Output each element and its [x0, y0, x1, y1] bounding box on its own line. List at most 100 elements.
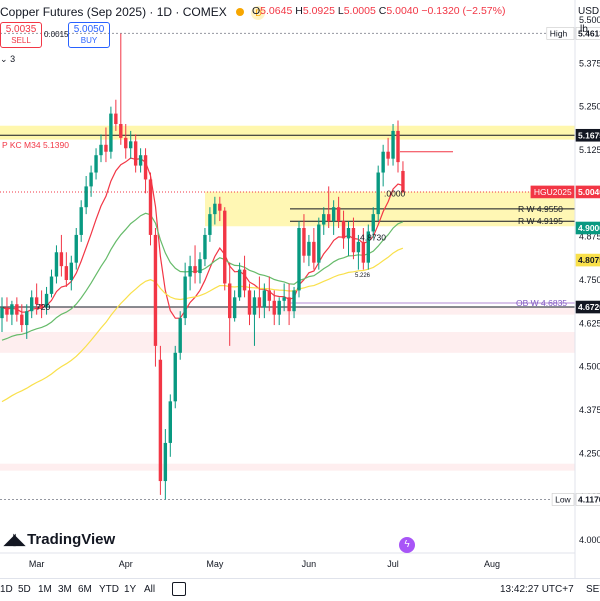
candle[interactable] — [232, 290, 237, 322]
timeframe-ytd[interactable]: YTD — [99, 584, 119, 595]
candle[interactable] — [39, 290, 44, 319]
timeframe-1m[interactable]: 1M — [38, 584, 52, 595]
candle[interactable] — [371, 207, 375, 239]
timeframe-6m[interactable]: 6M — [78, 584, 92, 595]
candle[interactable] — [74, 227, 78, 270]
candle[interactable] — [213, 196, 217, 225]
candle[interactable] — [10, 300, 14, 326]
sell-button[interactable]: 5.0035 SELL — [0, 22, 42, 48]
candle[interactable] — [114, 99, 118, 131]
candle[interactable] — [0, 297, 4, 332]
lightning-icon[interactable]: ϟ — [399, 537, 415, 553]
timeframe-3m[interactable]: 3M — [58, 584, 72, 595]
candle[interactable] — [317, 217, 321, 270]
candle[interactable] — [208, 207, 212, 242]
candle[interactable] — [84, 175, 88, 215]
candle[interactable] — [54, 245, 59, 284]
candle[interactable] — [252, 290, 257, 346]
candle[interactable] — [356, 234, 361, 270]
candle[interactable] — [346, 221, 351, 256]
candle[interactable] — [49, 269, 54, 298]
indicators-toggle[interactable]: ⌄ 3 — [0, 54, 15, 65]
candle[interactable] — [148, 172, 153, 246]
candle[interactable] — [312, 227, 316, 270]
timeframe-1d[interactable]: 1D — [0, 584, 13, 595]
candle[interactable] — [193, 245, 197, 284]
candle[interactable] — [99, 134, 103, 163]
buy-button[interactable]: 5.0050 BUY — [68, 22, 110, 48]
candle[interactable] — [59, 234, 64, 277]
candle[interactable] — [5, 297, 9, 322]
candle[interactable] — [223, 207, 227, 291]
symbol-title[interactable]: Copper Futures (Sep 2025) · 1D · COMEX D — [0, 5, 266, 20]
candle[interactable] — [15, 297, 19, 322]
candle[interactable] — [282, 283, 286, 312]
candle[interactable] — [237, 262, 242, 301]
candle[interactable] — [242, 255, 247, 298]
candle[interactable] — [361, 227, 366, 270]
candle[interactable] — [30, 290, 34, 319]
candle[interactable] — [168, 394, 172, 457]
candle[interactable] — [138, 148, 143, 173]
candle[interactable] — [331, 200, 336, 235]
annotation-label: .0000 — [384, 188, 406, 198]
candle[interactable] — [267, 276, 271, 312]
candle[interactable] — [163, 429, 168, 500]
candle[interactable] — [366, 224, 370, 270]
candle[interactable] — [203, 227, 207, 267]
candle[interactable] — [386, 137, 390, 166]
candle[interactable] — [34, 283, 39, 315]
candle[interactable] — [124, 123, 128, 159]
candle[interactable] — [228, 262, 232, 346]
candle[interactable] — [104, 127, 108, 163]
candle[interactable] — [109, 106, 113, 159]
candle[interactable] — [44, 286, 49, 315]
candle[interactable] — [391, 123, 395, 166]
candle[interactable] — [143, 148, 148, 194]
candle[interactable] — [351, 217, 356, 260]
price-chart[interactable]: P KC M34 5.1390 R W 4.9550 R W 4.9195 OB W … — [0, 0, 600, 578]
candle[interactable] — [396, 120, 400, 173]
candle[interactable] — [183, 262, 187, 326]
candle[interactable] — [292, 286, 296, 319]
candle[interactable] — [257, 276, 262, 319]
candle[interactable] — [277, 297, 281, 326]
candle[interactable] — [307, 234, 311, 267]
candle[interactable] — [94, 148, 98, 180]
candle[interactable] — [297, 221, 301, 298]
candle[interactable] — [341, 210, 346, 249]
candle[interactable] — [218, 196, 222, 222]
timeframe-all[interactable]: All — [144, 584, 156, 595]
candle[interactable] — [158, 345, 163, 495]
candle[interactable] — [287, 283, 291, 326]
timeframe-5d[interactable]: 5D — [18, 584, 31, 595]
candle[interactable] — [173, 345, 177, 409]
candle[interactable] — [272, 290, 276, 326]
candle[interactable] — [401, 161, 405, 194]
candle[interactable] — [89, 165, 93, 197]
candle[interactable] — [119, 33, 123, 145]
candle[interactable] — [178, 311, 182, 360]
timeframe-1y[interactable]: 1Y — [124, 584, 137, 595]
candle[interactable] — [79, 200, 83, 242]
candle[interactable] — [381, 144, 385, 187]
candle[interactable] — [64, 252, 69, 287]
candle[interactable] — [129, 130, 133, 159]
candle[interactable] — [262, 283, 267, 319]
candle[interactable] — [376, 165, 380, 222]
candle[interactable] — [25, 304, 29, 339]
candle[interactable] — [302, 214, 306, 263]
candle[interactable] — [133, 134, 138, 173]
candle[interactable] — [153, 227, 158, 367]
settings-button[interactable]: SET — [586, 584, 600, 595]
candle[interactable] — [198, 252, 202, 284]
candle[interactable] — [322, 207, 326, 235]
candle[interactable] — [20, 304, 24, 332]
candle[interactable] — [188, 255, 192, 291]
tradingview-logo[interactable]: ◢◣ TradingView — [4, 530, 115, 548]
candle[interactable] — [336, 196, 341, 228]
candle[interactable] — [327, 186, 331, 228]
calendar-icon[interactable] — [172, 582, 186, 596]
candle[interactable] — [69, 255, 73, 291]
candle[interactable] — [247, 283, 252, 326]
